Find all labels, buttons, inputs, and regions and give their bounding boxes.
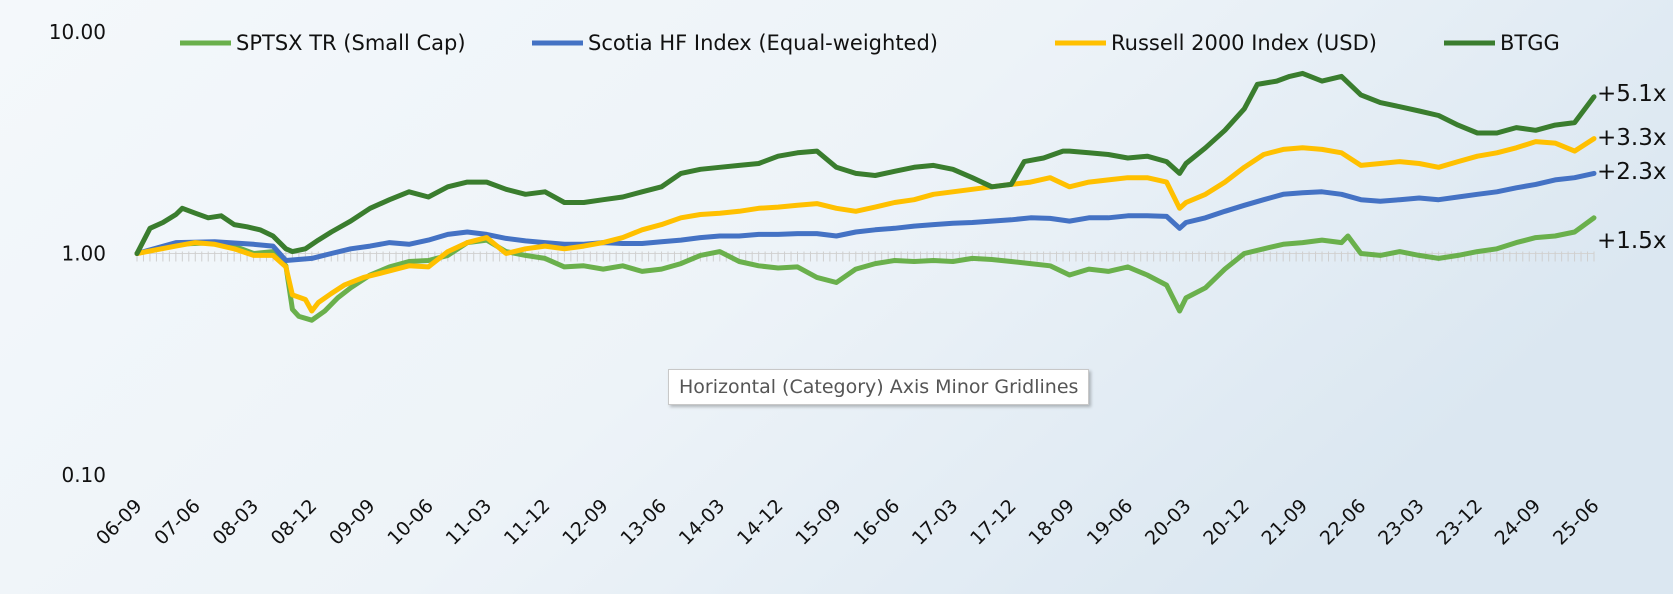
y-axis-ticks: 10.00 1.00 0.10 <box>49 20 106 487</box>
series-lines <box>134 70 1597 323</box>
gridlines-tooltip: Horizontal (Category) Axis Minor Gridlin… <box>668 369 1090 405</box>
series-line[interactable] <box>134 70 1597 256</box>
series-end-label: +2.3x <box>1597 159 1666 185</box>
legend-item[interactable]: SPTSX TR (Small Cap) <box>236 31 466 55</box>
y-tick-label: 10.00 <box>49 20 106 44</box>
series-line[interactable] <box>134 136 1597 314</box>
legend[interactable]: SPTSX TR (Small Cap) Scotia HF Index (Equ… <box>180 31 1560 55</box>
series-end-label: +5.1x <box>1597 81 1666 107</box>
legend-item[interactable]: Scotia HF Index (Equal-weighted) <box>588 31 938 55</box>
series-end-labels: +5.1x +3.3x +2.3x +1.5x <box>1597 81 1666 254</box>
legend-item[interactable]: Russell 2000 Index (USD) <box>1111 31 1377 55</box>
y-tick-label: 0.10 <box>61 463 106 487</box>
series-end-label: +1.5x <box>1597 228 1666 254</box>
series-end-label: +3.3x <box>1597 125 1666 151</box>
y-tick-label: 1.00 <box>61 242 106 266</box>
legend-item[interactable]: BTGG <box>1500 31 1560 55</box>
series-line[interactable] <box>134 170 1597 263</box>
